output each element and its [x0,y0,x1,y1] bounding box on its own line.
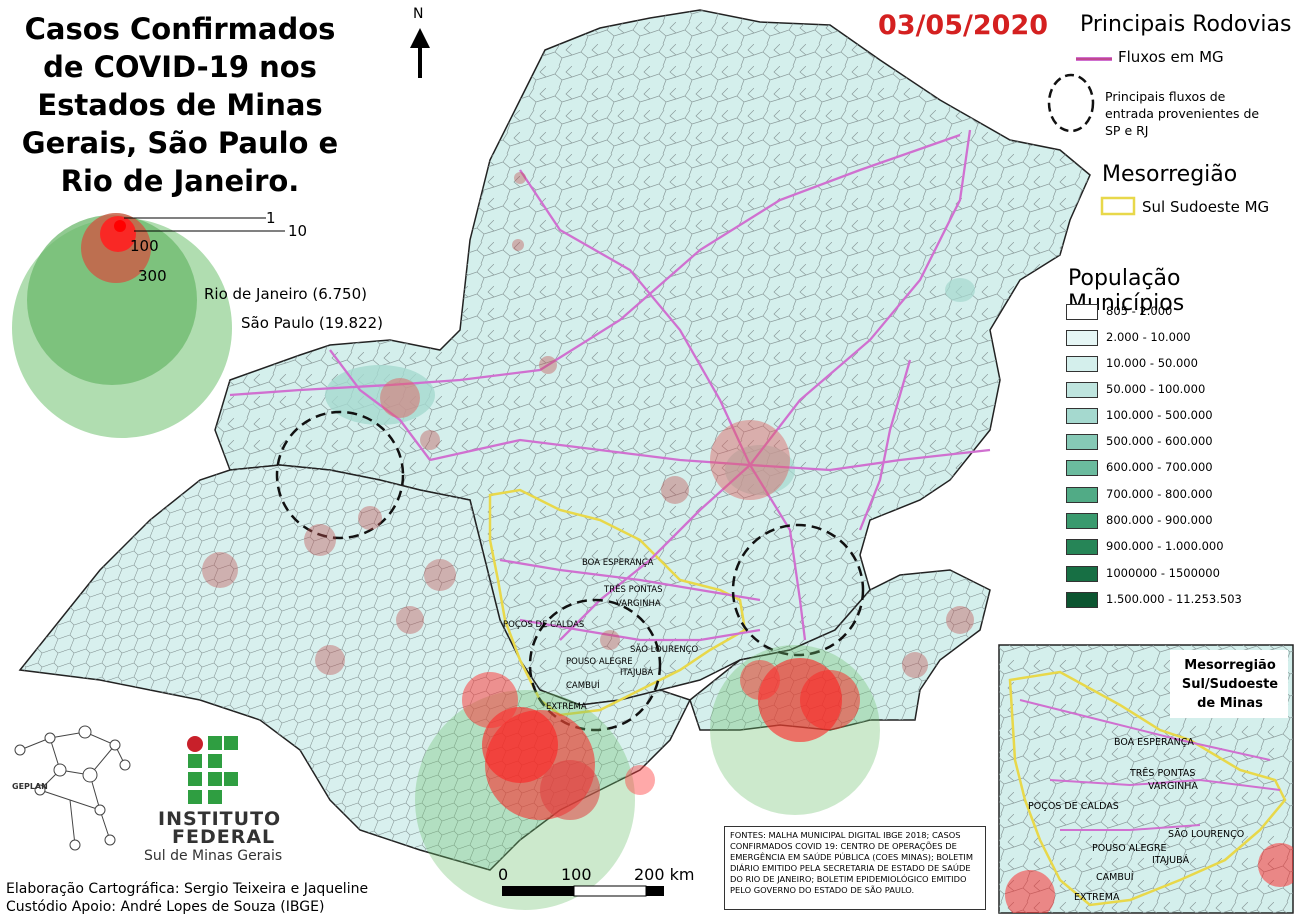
population-class-label: 50.000 - 100.000 [1106,382,1206,396]
mesoregion-legend-symbol [1100,196,1136,216]
inset-city-label: EXTREMA [1074,892,1120,903]
if-logo [187,736,238,804]
city-label: POUSO ALEGRE [566,657,633,667]
north-label: N [413,6,424,22]
city-label: TRÊS PONTAS [604,585,663,595]
cases-legend-sp: São Paulo (19.822) [241,314,384,332]
mesoregion-legend-title: Mesorregião [1102,162,1238,187]
population-class-label: 805 - 2.000 [1106,304,1173,318]
inset-city-label: ITAJUBÁ [1152,855,1190,866]
sources-box: FONTES: MALHA MUNICIPAL DIGITAL IBGE 201… [724,826,986,910]
population-class-label: 500.000 - 600.000 [1106,434,1213,448]
credits-line1: Elaboração Cartográfica: Sergio Teixeira… [6,881,369,897]
population-class-label: 100.000 - 500.000 [1106,408,1213,422]
cases-legend-300: 300 [138,267,167,285]
if-logo-line1: INSTITUTO [158,808,282,830]
inset-city-label: TRÊS PONTAS [1130,768,1196,779]
population-swatch [1066,356,1098,372]
population-swatch [1066,487,1098,503]
cases-legend-10: 10 [288,222,308,240]
mesoregion-outline [488,488,747,717]
population-class-label: 10.000 - 50.000 [1106,356,1198,370]
mesoregion-legend-label: Sul Sudoeste MG [1142,198,1270,216]
inset-title: Mesorregião Sul/Sudoeste de Minas [1181,658,1279,711]
case-bubbles [202,172,974,910]
cases-legend-rio: Rio de Janeiro (6.750) [204,285,368,303]
entry-flow-circles [275,410,865,732]
population-swatch [1066,539,1098,555]
if-logo-line3: Sul de Minas Gerais [144,848,283,864]
scale-label-100: 100 [561,865,592,884]
credits: Elaboração Cartográfica: Sergio Teixeira… [6,880,368,916]
highways-legend-title: Principais Rodovias [1080,12,1292,37]
population-swatch [1066,592,1098,608]
inset-city-label: VARGINHA [1148,781,1198,792]
city-label: ITAJUBÁ [620,668,654,678]
population-class-label: 1.500.000 - 11.253.503 [1106,592,1242,606]
population-swatch [1066,434,1098,450]
entry-flows-legend-label: Principais fluxos de entrada proveniente… [1105,89,1260,138]
geplan-logo-text: GEPLAN [12,782,48,791]
scale-label-0: 0 [498,865,509,884]
map-title: Casos Confirmados de COVID-19 nos Estado… [21,12,339,198]
inset-city-label: POUSO ALEGRE [1092,843,1167,854]
city-label: SÃO LOURENÇO [630,645,699,655]
city-label: BOA ESPERANÇA [582,558,654,568]
highways-legend-label: Fluxos em MG [1118,48,1224,66]
inset-city-label: SÃO LOURENÇO [1168,829,1245,840]
geplan-logo [14,725,131,851]
population-swatch [1066,460,1098,476]
population-legend-title: População Municípios [1068,266,1185,316]
scale-bar [502,885,664,897]
population-swatch [1066,408,1098,424]
inset-city-label: POÇOS DE CALDAS [1028,801,1119,812]
population-class-label: 700.000 - 800.000 [1106,487,1213,501]
city-label: VARGINHA [616,599,661,609]
inset-map [998,644,1294,914]
cases-size-legend [12,213,285,438]
credits-line2: Custódio Apoio: André Lopes de Souza (IB… [6,899,325,915]
cases-legend-100: 100 [130,237,159,255]
population-class-label: 900.000 - 1.000.000 [1106,539,1224,553]
north-arrow-icon [410,28,430,78]
population-swatch [1066,382,1098,398]
population-swatch [1066,513,1098,529]
population-swatch [1066,304,1098,320]
population-class-label: 600.000 - 700.000 [1106,460,1213,474]
city-label: EXTREMA [546,702,587,712]
city-label: POÇOS DE CALDAS [503,620,585,630]
inset-city-label: CAMBUÍ [1096,872,1134,883]
population-class-label: 1000000 - 1500000 [1106,566,1220,580]
highways [229,129,991,642]
entry-flow-legend-symbol [1047,73,1095,133]
inset-city-label: BOA ESPERANÇA [1114,737,1194,748]
city-label: CAMBUÍ [566,681,600,691]
population-class-label: 800.000 - 900.000 [1106,513,1213,527]
population-swatch [1066,566,1098,582]
population-swatch [1066,330,1098,346]
population-class-label: 2.000 - 10.000 [1106,330,1191,344]
if-logo-line2: FEDERAL [172,826,276,848]
cases-legend-1: 1 [266,209,276,227]
map-date: 03/05/2020 [878,10,1049,41]
scale-label-200: 200 km [634,865,695,884]
